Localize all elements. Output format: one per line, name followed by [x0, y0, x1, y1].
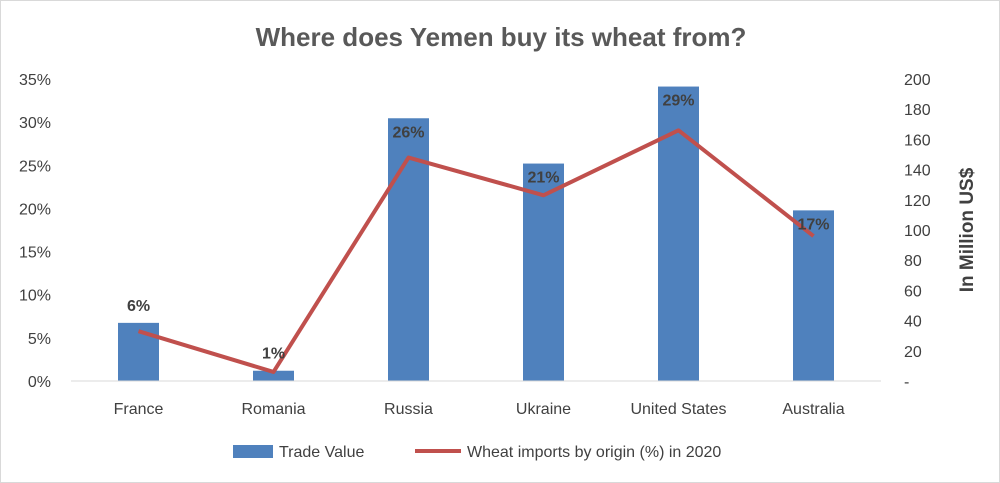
- right-tick-label: 60: [904, 283, 922, 300]
- legend: Trade Value Wheat imports by origin (%) …: [233, 444, 721, 461]
- data-label: 21%: [527, 170, 559, 187]
- bar: [523, 163, 564, 381]
- right-tick-label: 100: [904, 223, 931, 240]
- data-label: 26%: [392, 124, 424, 141]
- bar-series: [118, 86, 834, 382]
- category-label: Romania: [241, 401, 305, 418]
- left-tick-label: 0%: [28, 374, 51, 391]
- right-tick-label: 80: [904, 253, 922, 270]
- left-tick-label: 15%: [19, 245, 51, 262]
- left-tick-label: 10%: [19, 288, 51, 305]
- left-tick-label: 5%: [28, 331, 51, 348]
- right-tick-label: 180: [904, 102, 931, 119]
- bar: [253, 370, 294, 381]
- legend-label-trade-value: Trade Value: [279, 444, 364, 461]
- right-axis-ticks: - 20 40 60 80 100 120 140 160 180 200: [904, 72, 931, 391]
- right-axis-title: In Million US$: [957, 167, 978, 292]
- category-label: Australia: [782, 401, 844, 418]
- right-tick-label: 200: [904, 72, 931, 89]
- right-tick-label: 160: [904, 132, 931, 149]
- line-series: [137, 128, 815, 374]
- bar: [793, 210, 834, 381]
- legend-swatch-trade-value: [233, 445, 273, 458]
- left-tick-label: 35%: [19, 72, 51, 89]
- left-axis-ticks: 0% 5% 10% 15% 20% 25% 30% 35%: [19, 72, 51, 391]
- category-label: United States: [630, 401, 726, 418]
- left-tick-label: 20%: [19, 201, 51, 218]
- data-label: 1%: [262, 346, 285, 363]
- right-tick-label: -: [904, 374, 909, 391]
- left-tick-label: 30%: [19, 115, 51, 132]
- left-tick-label: 25%: [19, 158, 51, 175]
- right-tick-label: 20: [904, 344, 922, 361]
- category-label: Ukraine: [516, 401, 571, 418]
- legend-label-wheat-imports: Wheat imports by origin (%) in 2020: [467, 444, 721, 461]
- chart-title: Where does Yemen buy its wheat from?: [256, 22, 747, 52]
- right-tick-label: 120: [904, 193, 931, 210]
- data-label: 17%: [797, 216, 829, 233]
- data-label: 6%: [127, 298, 150, 315]
- category-label: Russia: [384, 401, 433, 418]
- right-tick-label: 40: [904, 314, 922, 331]
- right-tick-label: 140: [904, 163, 931, 180]
- category-label: France: [114, 401, 164, 418]
- category-labels: France Romania Russia Ukraine United States A…: [114, 401, 845, 418]
- data-label: 29%: [662, 93, 694, 110]
- data-labels: 6% 1% 26% 21% 29% 17%: [127, 93, 830, 363]
